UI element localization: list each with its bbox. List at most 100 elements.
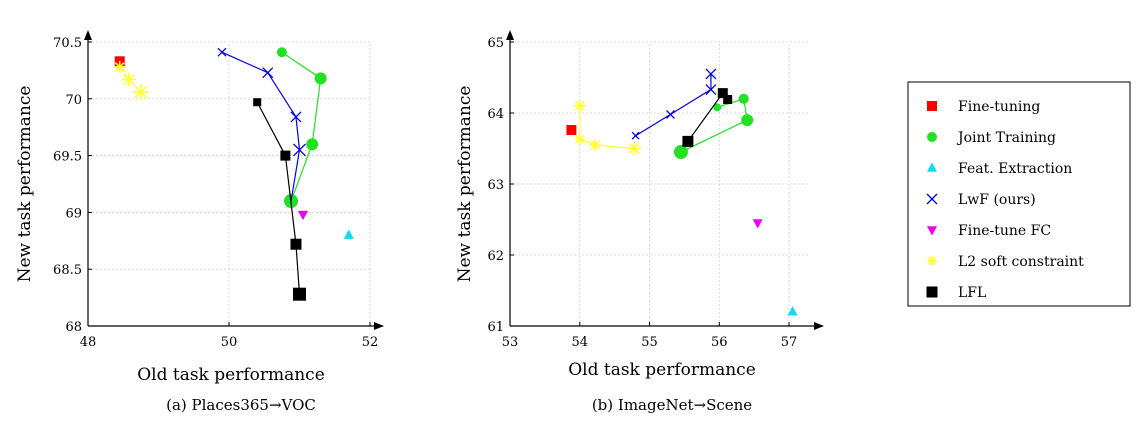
data-point (290, 111, 302, 123)
series-lwf-ours (217, 47, 306, 202)
legend-item-lwf-ours: LwF (ours) (926, 192, 1036, 208)
legend-label: Fine-tuning (958, 99, 1040, 115)
y-axis-arrow (506, 30, 514, 40)
data-point (666, 109, 675, 119)
series-joint-training (673, 93, 754, 160)
legend-label: LFL (958, 285, 986, 301)
legend-label: L2 soft constraint (958, 254, 1084, 270)
data-point (673, 145, 688, 160)
data-point (627, 141, 642, 156)
data-point (306, 138, 319, 151)
legend-marker (926, 193, 938, 205)
series-lwf-ours (631, 68, 717, 140)
x-tick-label: 48 (80, 335, 97, 350)
legend-item-lfl: LFL (926, 285, 986, 301)
legend-item-joint-training: Joint Training (927, 130, 1056, 146)
data-point (293, 287, 306, 301)
series-feat-extraction (343, 229, 354, 239)
x-tick-label: 52 (362, 335, 379, 350)
legend-marker (927, 101, 937, 111)
data-point (705, 84, 717, 96)
y-tick-label: 68.5 (53, 263, 82, 278)
y-tick-label: 62 (487, 249, 504, 264)
data-point (298, 210, 309, 221)
legend-item-feat-extraction: Feat. Extraction (927, 161, 1072, 177)
y-tick-label: 64 (487, 107, 504, 122)
x-tick-label: 55 (641, 335, 658, 350)
y-tick-label: 69 (65, 206, 82, 221)
legend-marker (927, 162, 937, 172)
data-point (573, 99, 586, 112)
legend-item-fine-tuning: Fine-tuning (927, 99, 1040, 115)
y-tick-label: 69.5 (53, 150, 82, 165)
data-point (121, 72, 136, 87)
data-point (343, 229, 354, 239)
series-line (635, 73, 712, 137)
legend-box (907, 81, 1131, 307)
data-point (741, 114, 754, 127)
x-axis-arrow (374, 322, 384, 330)
y-tick-label: 65 (487, 36, 504, 51)
series-lfl (253, 98, 306, 301)
data-point (262, 67, 274, 79)
legend-marker (927, 132, 937, 142)
series-joint-training (276, 47, 327, 209)
data-point (738, 93, 749, 104)
y-tick-label: 61 (487, 320, 504, 335)
x-axis-arrow (814, 322, 824, 330)
series-fine-tune-fc (298, 210, 309, 221)
x-axis-label: Old task performance (568, 360, 756, 380)
series-line (281, 51, 322, 202)
data-point (276, 47, 287, 58)
legend-item-fine-tune-fc: Fine-tune FC (927, 223, 1051, 239)
legend-item-l2-soft-constraint: L2 soft constraint (927, 254, 1084, 270)
series-line (256, 101, 301, 295)
data-point (566, 125, 577, 136)
data-point (705, 68, 717, 80)
legend: Fine-tuning Joint Training Feat. Extractio… (907, 81, 1131, 307)
x-tick-label: 57 (781, 335, 798, 350)
legend-label: Fine-tune FC (958, 223, 1051, 239)
legend-marker (927, 256, 937, 266)
series-l2-soft-constraint (113, 60, 149, 100)
y-tick-label: 70.5 (53, 36, 82, 51)
series-feat-extraction (787, 306, 798, 316)
series-fine-tune-fc (752, 219, 763, 229)
x-axis-label: Old task performance (137, 365, 325, 385)
data-point (723, 95, 733, 105)
x-tick-label: 54 (571, 335, 588, 350)
data-point (713, 103, 722, 112)
data-point (752, 219, 763, 229)
x-tick-label: 56 (711, 335, 728, 350)
y-tick-label: 68 (65, 320, 82, 335)
chart-panel-1: 48 50 52 68 68.5 69 69.5 70 70.5 Old task perform… (15, 30, 384, 414)
data-point (682, 135, 694, 147)
series-fine-tuning (566, 125, 577, 136)
x-tick-label: 50 (221, 335, 238, 350)
panel-caption: (b) ImageNet→Scene (592, 396, 752, 414)
y-tick-label: 63 (487, 178, 504, 193)
data-point (787, 306, 798, 316)
data-point (217, 47, 227, 57)
data-point (574, 134, 585, 145)
legend-label: Feat. Extraction (958, 161, 1072, 177)
data-point (132, 83, 149, 100)
y-axis-arrow (84, 30, 92, 40)
data-point (314, 72, 327, 85)
series-line (579, 105, 635, 150)
data-point (280, 150, 291, 161)
legend-label: Joint Training (956, 130, 1056, 146)
series-lfl (682, 88, 733, 147)
data-point (253, 98, 262, 107)
data-point (631, 131, 640, 140)
data-point (589, 138, 602, 151)
y-tick-label: 70 (65, 93, 82, 108)
data-point (293, 143, 306, 157)
data-point (113, 60, 126, 73)
x-tick-label: 53 (502, 335, 519, 350)
y-axis-label: New task performance (15, 86, 35, 283)
legend-label: LwF (ours) (958, 192, 1036, 208)
chart-panel-2: 53 54 55 56 57 61 62 63 64 65 Old task performance… (455, 30, 824, 414)
y-axis-label: New task performance (455, 86, 475, 283)
